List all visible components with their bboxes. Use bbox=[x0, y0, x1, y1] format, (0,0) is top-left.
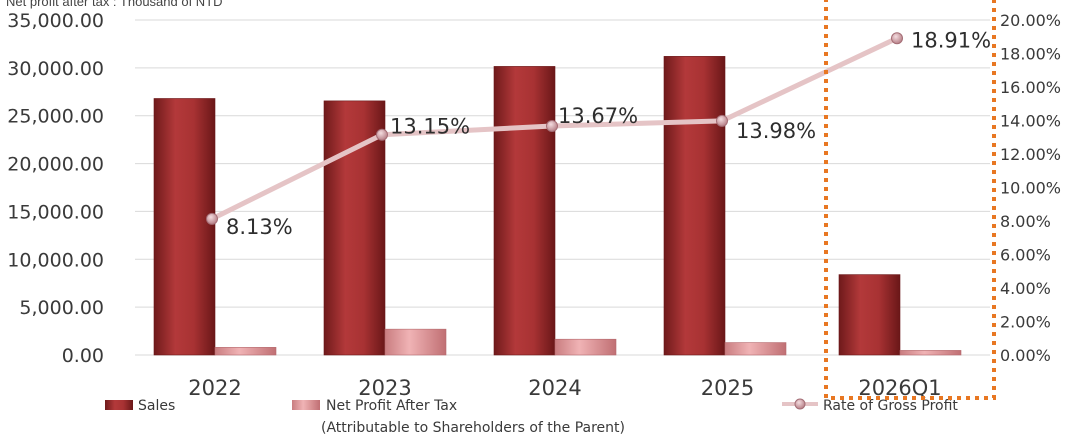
y-right-tick-label: 12.00% bbox=[1000, 145, 1061, 164]
y-left-tick-label: 20,000.00 bbox=[7, 154, 104, 176]
legend-label-sales: Sales bbox=[138, 398, 175, 414]
y-right-tick-label: 6.00% bbox=[1000, 246, 1051, 265]
legend-swatch-sales bbox=[105, 400, 133, 410]
y-left-tick-label: 10,000.00 bbox=[7, 249, 104, 271]
bar-sales bbox=[838, 274, 901, 356]
y-left-tick-label: 15,000.00 bbox=[7, 201, 104, 223]
y-left-tick-label: 0.00 bbox=[62, 345, 104, 367]
y-left-tick-label: 30,000.00 bbox=[7, 58, 104, 80]
x-category-label: 2025 bbox=[701, 376, 754, 400]
x-category-label: 2026Q1 bbox=[858, 376, 941, 400]
bar-net-profit bbox=[214, 347, 277, 356]
unit-note: Net profit after tax : Thousand of NTD bbox=[6, 0, 223, 9]
y-left-tick-label: 25,000.00 bbox=[7, 106, 104, 128]
rate-data-label: 8.13% bbox=[226, 215, 293, 239]
bar-sales bbox=[323, 100, 386, 356]
legend-swatch-rate-marker bbox=[794, 398, 806, 410]
y-right-tick-label: 20.00% bbox=[1000, 11, 1061, 30]
x-category-label: 2024 bbox=[528, 376, 581, 400]
rate-marker bbox=[546, 120, 558, 133]
rate-data-label: 13.98% bbox=[736, 119, 816, 143]
y-right-tick-label: 18.00% bbox=[1000, 45, 1061, 64]
rate-marker bbox=[376, 128, 388, 141]
legend-label-rate: Rate of Gross Profit bbox=[823, 398, 958, 414]
bar-sales bbox=[663, 56, 726, 356]
x-category-label: 2022 bbox=[188, 376, 241, 400]
legend-label-net-profit-line2: (Attributable to Shareholders of the Par… bbox=[321, 420, 625, 436]
y-right-tick-label: 0.00% bbox=[1000, 346, 1051, 365]
legend-swatch-net-profit bbox=[292, 400, 320, 410]
y-right-tick-label: 16.00% bbox=[1000, 78, 1061, 97]
y-right-tick-label: 10.00% bbox=[1000, 179, 1061, 198]
rate-marker bbox=[206, 212, 218, 225]
y-left-tick-label: 35,000.00 bbox=[7, 10, 104, 32]
bar-net-profit bbox=[724, 342, 787, 356]
y-right-tick-label: 8.00% bbox=[1000, 212, 1051, 231]
y-right-tick-label: 2.00% bbox=[1000, 313, 1051, 332]
bar-sales bbox=[153, 98, 216, 356]
bar-net-profit bbox=[899, 350, 962, 356]
rate-data-label: 18.91% bbox=[911, 28, 991, 52]
rate-data-label: 13.15% bbox=[390, 115, 470, 139]
bar-net-profit bbox=[554, 338, 617, 356]
bar-net-profit bbox=[384, 328, 447, 356]
highlight-box bbox=[824, 0, 996, 400]
y-left-tick-label: 5,000.00 bbox=[19, 297, 104, 319]
rate-marker bbox=[891, 32, 903, 45]
x-category-label: 2023 bbox=[358, 376, 411, 400]
rate-marker bbox=[716, 114, 728, 127]
rate-data-label: 13.67% bbox=[558, 104, 638, 128]
y-right-tick-label: 4.00% bbox=[1000, 279, 1051, 298]
legend-label-net-profit: Net Profit After Tax bbox=[326, 398, 457, 414]
y-right-tick-label: 14.00% bbox=[1000, 112, 1061, 131]
bar-sales bbox=[493, 66, 556, 356]
